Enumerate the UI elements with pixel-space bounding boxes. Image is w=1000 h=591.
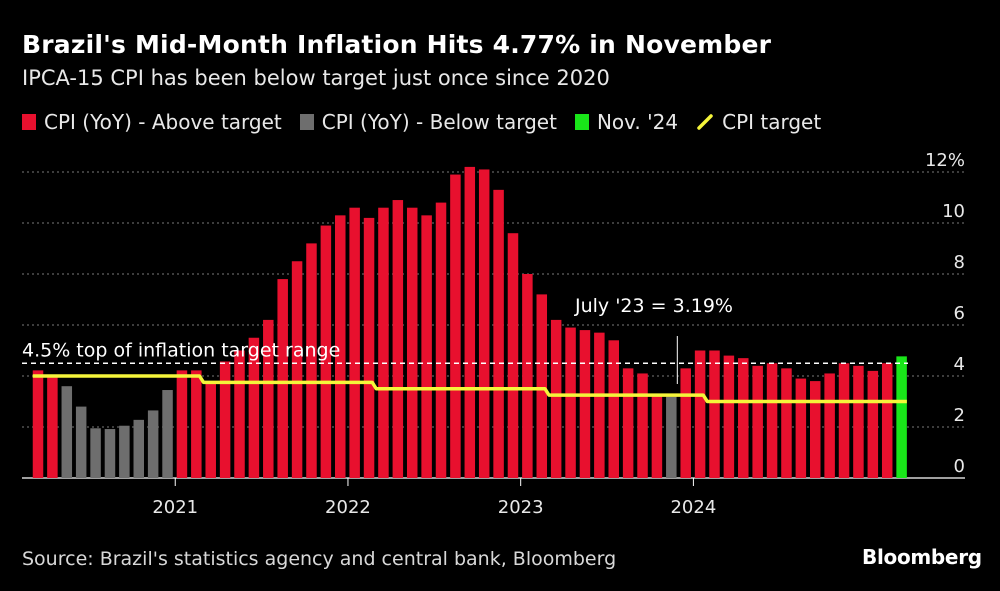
- x-tick-label: 2022: [325, 497, 371, 518]
- bar-above: [781, 368, 792, 478]
- bar-above: [824, 373, 835, 478]
- bar-above: [680, 368, 691, 478]
- legend-item-below: CPI (YoY) - Below target: [299, 110, 557, 134]
- bar-below: [75, 406, 87, 478]
- x-tick-label: 2024: [670, 497, 716, 518]
- legend-label-above: CPI (YoY) - Above target: [44, 110, 282, 134]
- cpi-target-line: [32, 374, 907, 404]
- y-tick-label: 0: [954, 456, 965, 477]
- bar-above: [320, 225, 332, 478]
- legend-label-nov24: Nov. '24: [596, 110, 679, 134]
- y-tick-label: 8: [954, 252, 965, 273]
- bar-above: [205, 382, 216, 478]
- bar-below: [162, 390, 173, 478]
- legend: CPI (YoY) - Above target CPI (YoY) - Bel…: [22, 110, 839, 134]
- bar-below: [147, 410, 159, 478]
- bar-above: [766, 363, 778, 478]
- bar-above: [263, 319, 274, 478]
- bar-above: [565, 327, 576, 478]
- y-tick-label: 6: [954, 303, 965, 324]
- bar-above: [234, 350, 245, 478]
- bar-above: [723, 355, 735, 478]
- legend-label-below: CPI (YoY) - Below target: [321, 110, 557, 134]
- bar-above: [622, 368, 634, 478]
- bar-above: [522, 274, 533, 478]
- bar-above: [550, 319, 562, 478]
- bar-above: [306, 243, 317, 478]
- overlay-layer: [22, 336, 908, 404]
- annotation-label: July '23 = 3.19%: [574, 295, 733, 317]
- reference-label: 4.5% top of inflation target range: [22, 339, 340, 361]
- bar-above: [248, 337, 260, 478]
- bar-above: [881, 363, 893, 478]
- bar-above: [47, 374, 58, 478]
- bar-above: [277, 279, 288, 478]
- legend-item-above: CPI (YoY) - Above target: [22, 110, 282, 134]
- bar-above: [579, 330, 591, 478]
- bar-above: [450, 174, 461, 479]
- bloomberg-logo: Bloomberg: [862, 545, 982, 569]
- bar-above: [435, 202, 447, 478]
- x-tick-label: 2021: [152, 497, 198, 518]
- bar-above: [651, 393, 663, 478]
- bar-below: [133, 419, 145, 478]
- bar-above: [421, 215, 432, 478]
- bar-above: [536, 294, 548, 478]
- legend-item-nov24: Nov. '24: [574, 110, 679, 134]
- bar-below: [90, 428, 101, 478]
- x-tick-label: 2023: [498, 497, 544, 518]
- bar-above: [363, 217, 375, 478]
- chart-title: Brazil's Mid-Month Inflation Hits 4.77% …: [22, 30, 772, 59]
- bar-above: [867, 370, 879, 478]
- bar-above: [378, 207, 389, 478]
- bar-above: [176, 370, 188, 478]
- bar-above: [493, 189, 504, 478]
- bar-below: [666, 396, 677, 478]
- bar-above: [291, 261, 303, 478]
- label-layer: 0 2 4 6 8 10 12% 2021 2022 2023 2024 4.5% top of in…: [22, 150, 965, 518]
- bar-above: [594, 332, 605, 478]
- bar-above: [608, 340, 619, 478]
- bar-above: [478, 169, 490, 478]
- bar-above: [392, 200, 404, 479]
- bar-above: [809, 381, 821, 478]
- legend-swatch-above: [22, 114, 36, 130]
- bar-above: [838, 363, 850, 478]
- legend-swatch-below: [299, 114, 314, 130]
- bar-below: [61, 386, 73, 478]
- bar-above: [349, 207, 360, 478]
- bar-above: [709, 350, 720, 478]
- bar-nov24: [896, 356, 907, 478]
- legend-label-target: CPI target: [722, 110, 822, 134]
- bar-above: [752, 365, 763, 478]
- y-tick-label: 12%: [925, 150, 965, 171]
- bar-above: [637, 373, 648, 478]
- bar-above: [738, 358, 749, 478]
- bar-layer: [32, 166, 907, 479]
- bar-below: [104, 429, 116, 478]
- bar-above: [191, 370, 202, 478]
- bar-above: [694, 350, 706, 478]
- bar-above: [335, 215, 346, 478]
- bar-above: [795, 378, 807, 478]
- chart-subtitle: IPCA-15 CPI has been below target just o…: [22, 66, 610, 90]
- legend-swatch-nov24: [574, 114, 589, 130]
- bar-above: [406, 207, 418, 478]
- source-note: Source: Brazil's statistics agency and c…: [22, 548, 617, 570]
- bar-below: [119, 425, 130, 478]
- bar-above: [32, 370, 44, 478]
- y-tick-label: 4: [954, 354, 965, 375]
- bar-above: [853, 365, 864, 478]
- y-tick-label: 2: [954, 405, 965, 426]
- legend-swatch-target: [697, 114, 713, 130]
- bar-above: [464, 166, 476, 478]
- legend-item-target: CPI target: [696, 110, 821, 134]
- y-tick-label: 10: [942, 201, 965, 222]
- bar-above: [219, 361, 231, 478]
- bar-above: [507, 233, 519, 478]
